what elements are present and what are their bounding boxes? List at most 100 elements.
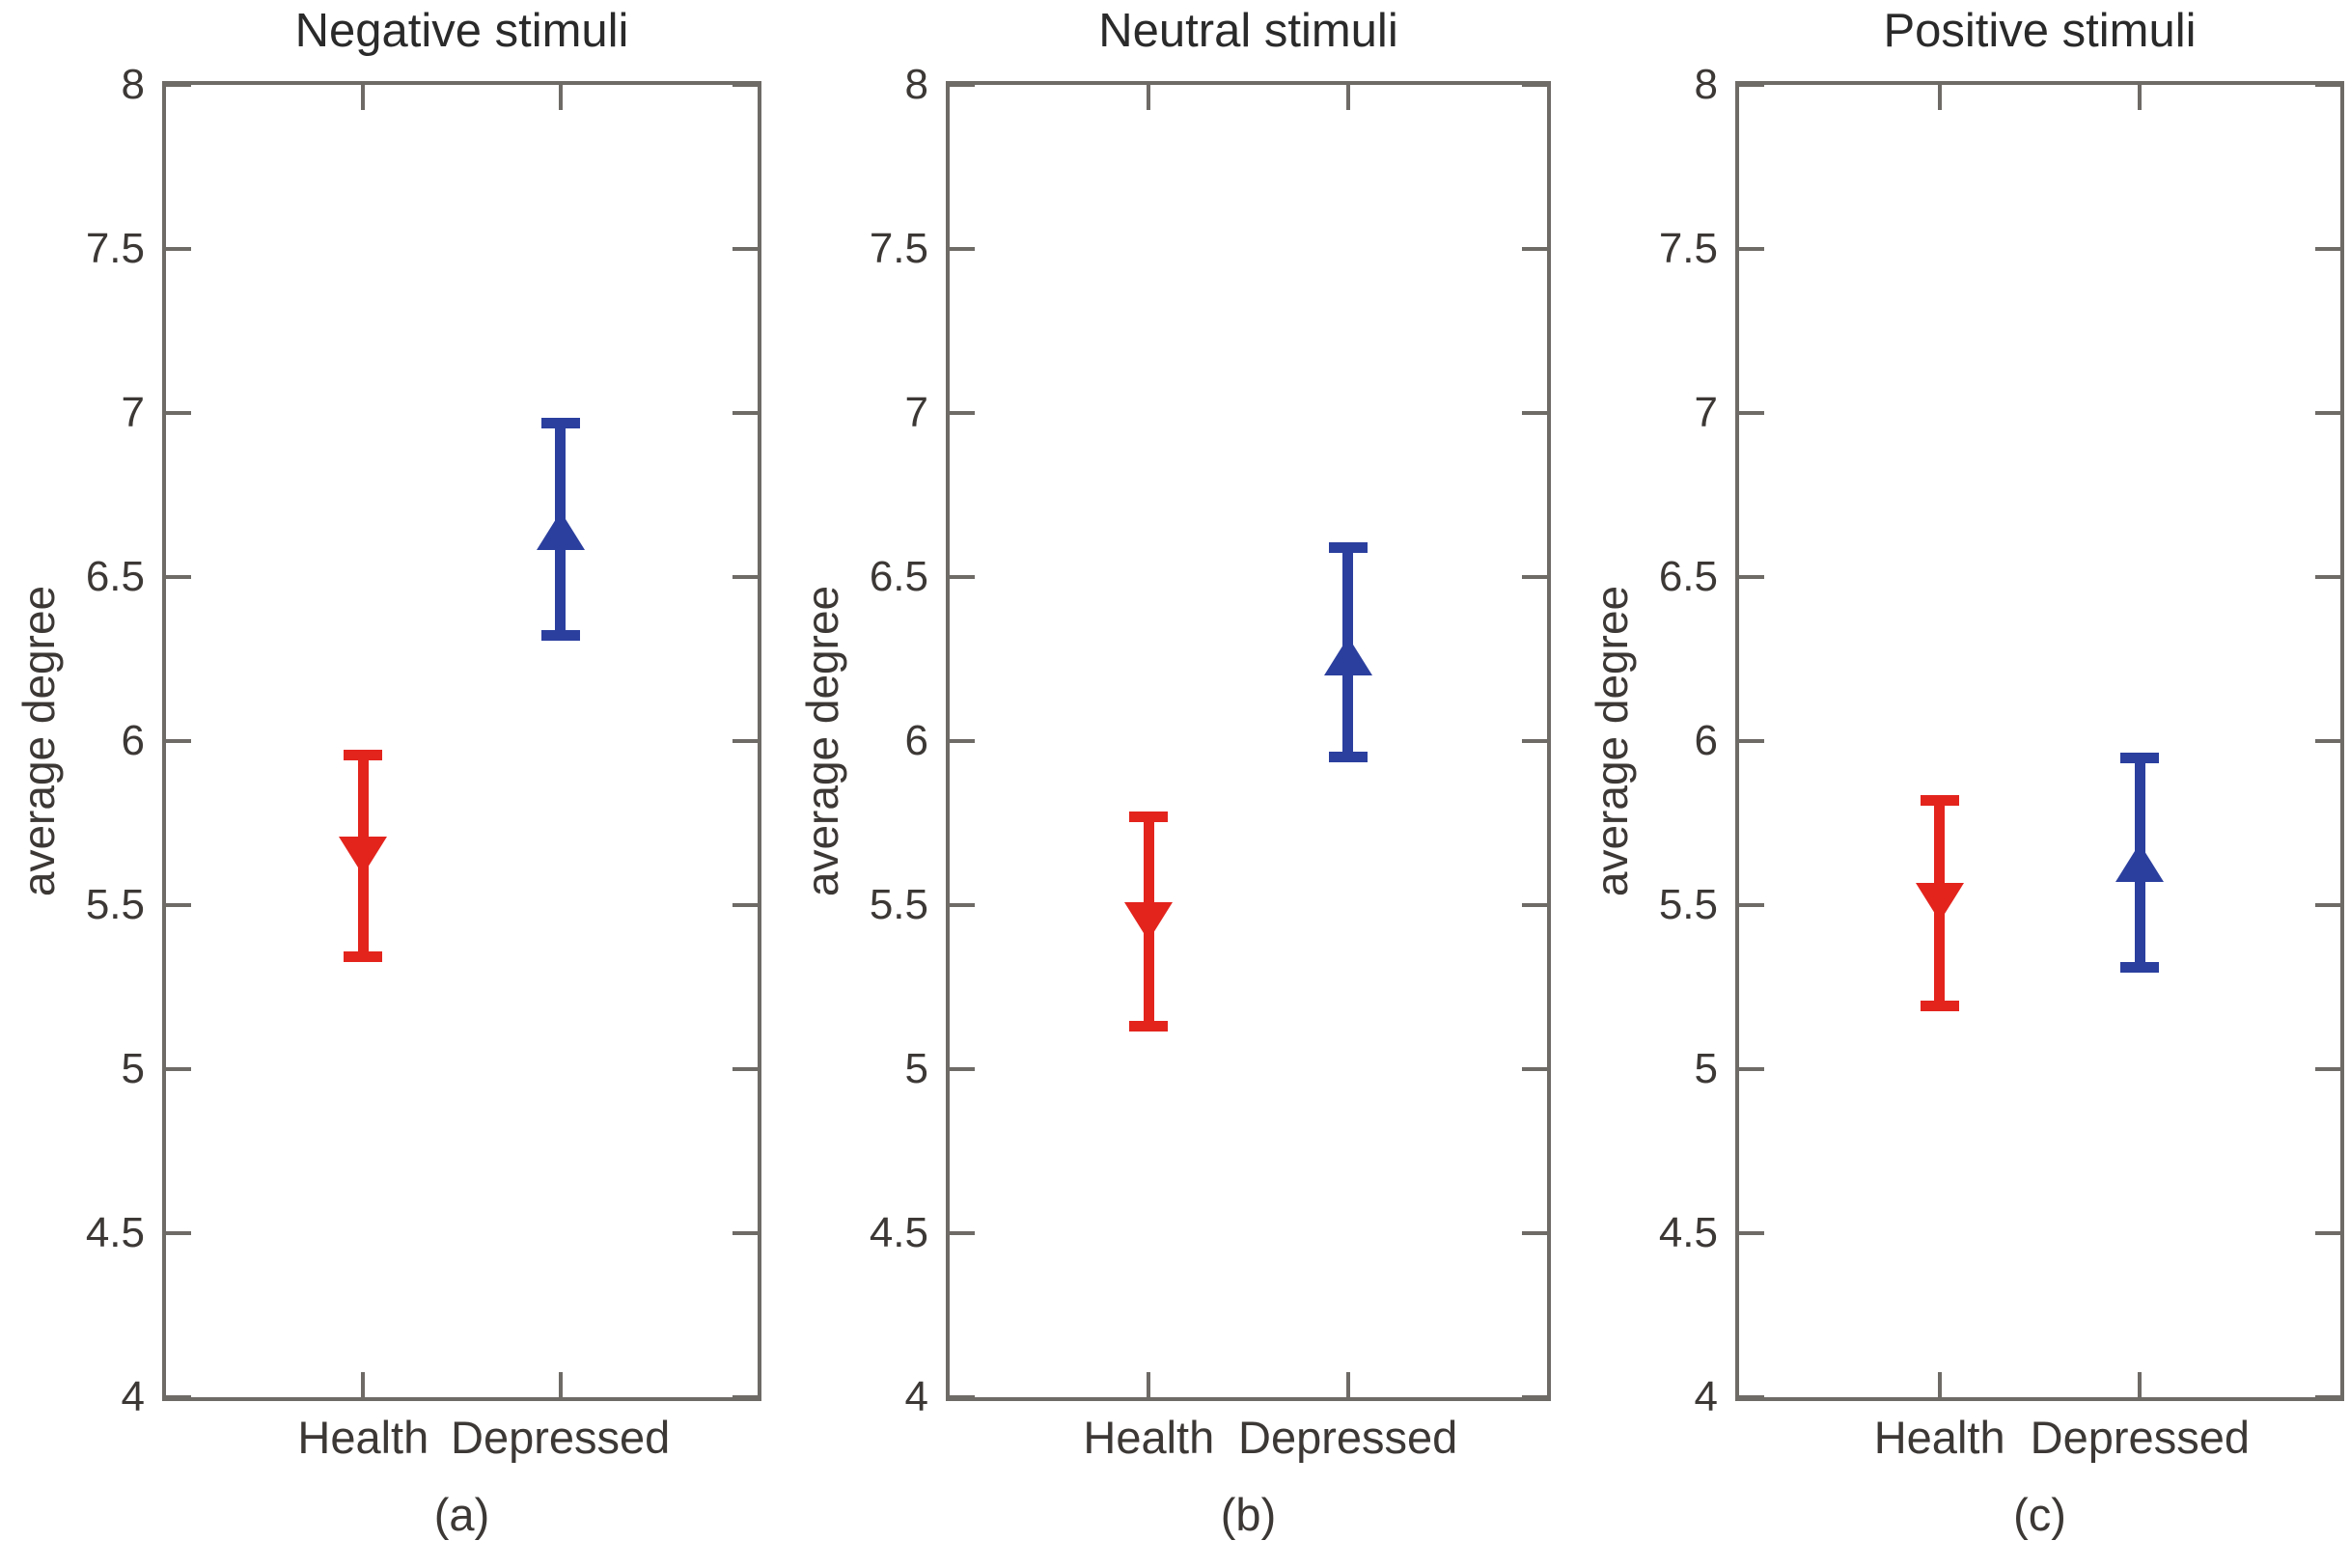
x-tick-bottom xyxy=(1345,1372,1350,1397)
y-tick-left xyxy=(1739,1231,1764,1235)
errorbar-cap-top xyxy=(344,749,383,760)
subplot-neutral-axes: 4 4.5 5 5.5 6 6.5 7 7.5 8 Health Depressed xyxy=(870,61,1551,1463)
x-tick-bottom xyxy=(1147,1372,1151,1397)
y-tick-left xyxy=(950,83,975,87)
y-tick-label: 5 xyxy=(1694,1045,1718,1092)
y-tick-label: 5 xyxy=(121,1045,145,1092)
y-tick-left xyxy=(1739,903,1764,907)
y-tick-right xyxy=(733,1395,758,1399)
y-tick-label: 6 xyxy=(1694,717,1718,764)
y-tick-left xyxy=(1739,739,1764,743)
y-tick-right xyxy=(733,83,758,87)
y-tick-left xyxy=(950,1395,975,1399)
y-tick-label: 4 xyxy=(904,1373,928,1420)
subplot-negative-caption: (a) xyxy=(433,1489,490,1540)
y-tick-label: 6.5 xyxy=(1658,553,1718,600)
y-tick-left xyxy=(166,1231,191,1235)
y-tick-left xyxy=(166,575,191,579)
y-tick-right xyxy=(1522,83,1547,87)
x-tick-label: Depressed xyxy=(451,1412,671,1463)
y-tick-label: 7.5 xyxy=(869,225,928,272)
y-tick-right xyxy=(733,247,758,251)
subplot-negative-axes: 4 4.5 5 5.5 6 6.5 7 7.5 8 Health Depressed xyxy=(86,61,761,1463)
y-tick-label: 5.5 xyxy=(869,881,928,928)
y-tick-right xyxy=(2315,1395,2340,1399)
triangle-up-marker xyxy=(1323,636,1372,675)
y-tick-label: 8 xyxy=(1694,61,1718,108)
x-tick-bottom xyxy=(361,1372,366,1397)
errorbar-cap-bottom xyxy=(1129,1020,1169,1032)
y-tick-label: 5.5 xyxy=(1658,881,1718,928)
y-tick-right xyxy=(2315,411,2340,415)
y-tick-left xyxy=(166,1067,191,1071)
y-tick-label: 4.5 xyxy=(85,1209,145,1256)
y-tick-label: 4.5 xyxy=(869,1209,928,1256)
errorbar-cap-top xyxy=(540,418,580,429)
subplot-neutral-title: Neutral stimuli xyxy=(1098,5,1398,57)
y-tick-left xyxy=(1739,247,1764,251)
subplot-positive-axes: 4 4.5 5 5.5 6 6.5 7 7.5 8 Health Depressed xyxy=(1659,61,2344,1463)
subplot-positive-caption: (c) xyxy=(2013,1489,2066,1540)
y-tick-label: 8 xyxy=(904,61,928,108)
y-tick-right xyxy=(1522,739,1547,743)
x-tick-top xyxy=(2138,85,2143,110)
y-tick-left xyxy=(166,1395,191,1399)
y-tick-right xyxy=(2315,739,2340,743)
y-tick-right xyxy=(1522,247,1547,251)
errorbar-cap-bottom xyxy=(540,630,580,642)
triangle-up-marker xyxy=(2115,842,2165,882)
y-tick-right xyxy=(2315,83,2340,87)
x-tick-bottom xyxy=(2138,1372,2143,1397)
y-tick-label: 6 xyxy=(121,717,145,764)
y-tick-left xyxy=(950,1067,975,1071)
y-tick-right xyxy=(1522,1395,1547,1399)
subplot-negative-ylabel: average degree xyxy=(14,585,64,897)
x-tick-top xyxy=(361,85,366,110)
y-tick-left xyxy=(950,1231,975,1235)
y-tick-label: 7 xyxy=(904,389,928,436)
y-tick-right xyxy=(2315,247,2340,251)
errorbar-cap-top xyxy=(1129,812,1169,823)
y-tick-label: 4 xyxy=(121,1373,145,1420)
errorbar-cap-bottom xyxy=(2120,961,2160,973)
x-tick-label: Health xyxy=(297,1412,429,1463)
y-tick-left xyxy=(166,247,191,251)
y-tick-right xyxy=(1522,903,1547,907)
y-tick-left xyxy=(950,739,975,743)
y-tick-right xyxy=(2315,575,2340,579)
y-tick-right xyxy=(733,1231,758,1235)
y-tick-right xyxy=(2315,1231,2340,1235)
y-tick-right xyxy=(733,903,758,907)
y-tick-left xyxy=(1739,1395,1764,1399)
y-tick-label: 8 xyxy=(121,61,145,108)
triangle-up-marker xyxy=(536,511,585,551)
y-tick-right xyxy=(733,411,758,415)
errorbar-cap-bottom xyxy=(344,951,383,963)
y-tick-left xyxy=(1739,411,1764,415)
subplot-positive-title: Positive stimuli xyxy=(1883,5,2197,57)
y-tick-left xyxy=(950,903,975,907)
y-tick-label: 5.5 xyxy=(85,881,145,928)
x-tick-bottom xyxy=(558,1372,563,1397)
y-tick-left xyxy=(166,411,191,415)
triangle-down-marker xyxy=(1915,882,1964,922)
y-tick-label: 7 xyxy=(1694,389,1718,436)
errorbar-cap-top xyxy=(1328,542,1368,554)
y-tick-right xyxy=(2315,903,2340,907)
y-tick-left xyxy=(1739,575,1764,579)
y-tick-label: 7.5 xyxy=(85,225,145,272)
y-tick-left xyxy=(950,411,975,415)
x-tick-top xyxy=(558,85,563,110)
x-tick-label: Depressed xyxy=(1238,1412,1458,1463)
triangle-down-marker xyxy=(1124,902,1174,941)
y-tick-label: 6.5 xyxy=(85,553,145,600)
subplot-positive-ylabel: average degree xyxy=(1587,585,1637,897)
y-tick-left xyxy=(1739,1067,1764,1071)
x-tick-label: Health xyxy=(1873,1412,2005,1463)
y-tick-label: 5 xyxy=(904,1045,928,1092)
subplot-neutral-caption: (b) xyxy=(1220,1489,1277,1540)
y-tick-right xyxy=(1522,575,1547,579)
x-tick-label: Depressed xyxy=(2030,1412,2250,1463)
y-tick-right xyxy=(1522,411,1547,415)
